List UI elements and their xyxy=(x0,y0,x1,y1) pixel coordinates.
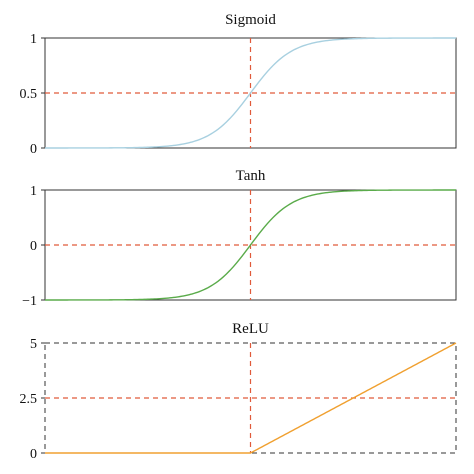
tanh-y-tick-label: −1 xyxy=(22,294,37,309)
sigmoid-y-tick-label: 0.5 xyxy=(20,87,38,102)
sigmoid-chart-title: Sigmoid xyxy=(225,12,276,28)
sigmoid-y-tick-label: 0 xyxy=(30,142,37,157)
relu-y-tick-label: 2.5 xyxy=(20,392,38,407)
tanh-y-tick-label: 1 xyxy=(30,184,37,199)
sigmoid-y-tick-label: 1 xyxy=(30,32,37,47)
relu-curve xyxy=(45,342,457,454)
relu-y-tick-label: 5 xyxy=(30,337,37,352)
tanh-y-tick-label: 0 xyxy=(30,239,37,254)
tanh-chart-title: Tanh xyxy=(236,168,266,184)
sigmoid-curve xyxy=(44,37,457,149)
tanh-curve xyxy=(44,189,457,301)
relu-y-tick-label: 0 xyxy=(30,447,37,462)
relu-chart-title: ReLU xyxy=(232,321,269,337)
